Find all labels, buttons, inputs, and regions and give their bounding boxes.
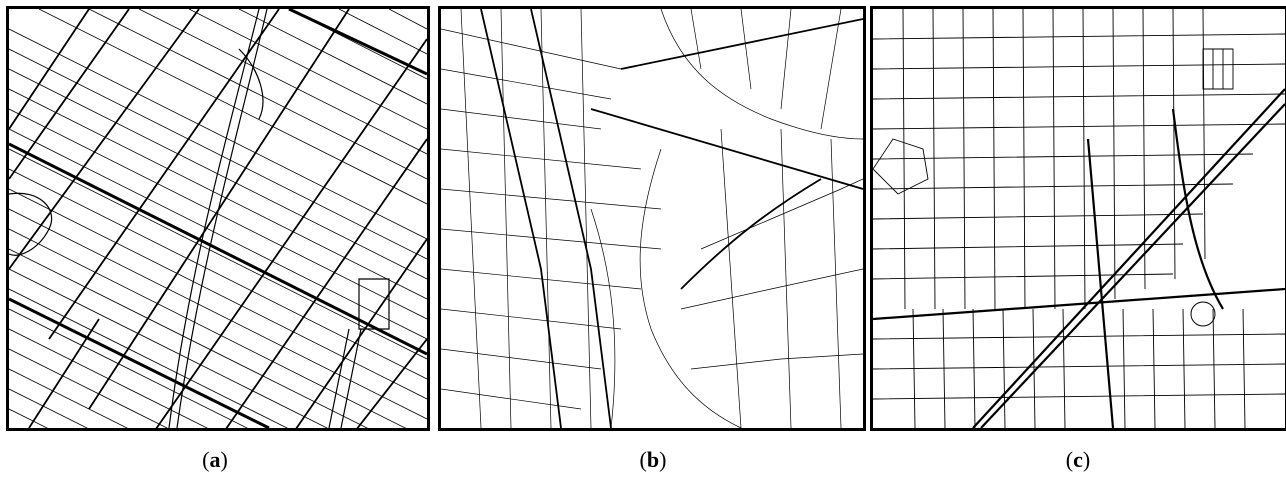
caption-c: (c): [1065, 447, 1091, 472]
map-panel-c: [870, 6, 1286, 431]
map-panel-b: [438, 6, 866, 431]
road-network-a: [9, 9, 427, 428]
caption-a: (a): [202, 447, 228, 472]
caption-b: (b): [639, 447, 667, 472]
map-panel-a: [6, 6, 430, 431]
road-network-c: [873, 9, 1285, 428]
road-network-b: [441, 9, 863, 428]
